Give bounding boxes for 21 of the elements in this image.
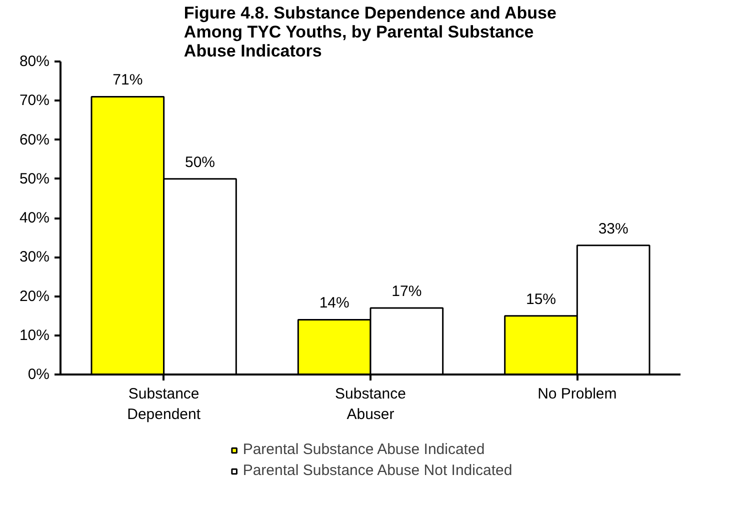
y-tick-label: 10% bbox=[19, 326, 50, 344]
chart-title: Figure 4.8. Substance Dependence and Abuse Among TYC Youths, by Parental Substance Abuse Indicators bbox=[184, 4, 556, 60]
data-label: 15% bbox=[526, 290, 556, 308]
x-tick-label: Substance Abuser bbox=[335, 386, 406, 423]
y-tick-label: 30% bbox=[19, 248, 50, 266]
legend-label: Parental Substance Abuse Not Indicated bbox=[242, 462, 512, 479]
data-label: 14% bbox=[319, 294, 350, 312]
y-tick-label: 20% bbox=[19, 288, 50, 305]
data-label: 50% bbox=[184, 154, 216, 171]
data-label: 33% bbox=[598, 220, 628, 238]
y-tick-label: 60% bbox=[19, 131, 50, 148]
y-tick-label: 50% bbox=[19, 170, 50, 188]
y-tick-label: 70% bbox=[19, 92, 50, 110]
y-tick-label: 80% bbox=[19, 53, 50, 70]
y-tick-label: 0% bbox=[28, 366, 50, 383]
y-tick-label: 40% bbox=[19, 210, 50, 226]
x-tick-label: No Problem bbox=[538, 386, 617, 402]
data-label: 17% bbox=[392, 282, 422, 300]
legend-label: Parental Substance Abuse Indicated bbox=[242, 441, 485, 458]
data-label: 71% bbox=[112, 72, 143, 89]
x-tick-label: Substance Dependent bbox=[127, 386, 202, 423]
